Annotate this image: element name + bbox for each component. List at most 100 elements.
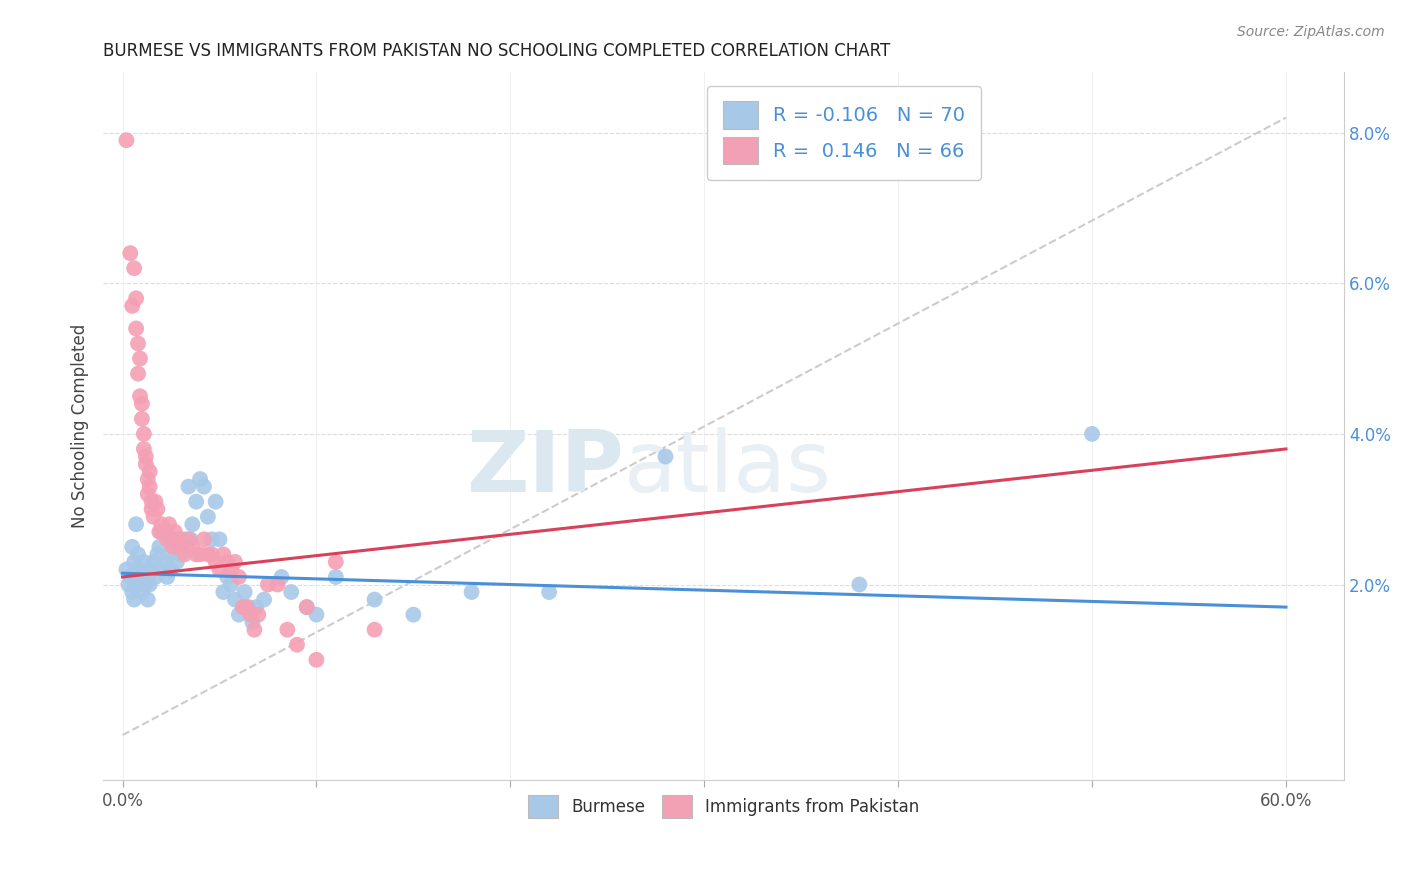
Point (132, 426, 155, 441)
Point (212, 548, 235, 562)
Point (131, 570, 153, 584)
Point (136, 570, 159, 584)
Point (276, 623, 298, 637)
Point (460, 585, 482, 599)
Point (224, 592, 246, 607)
Point (363, 592, 385, 607)
Point (305, 653, 328, 667)
Point (217, 555, 239, 569)
Point (117, 577, 139, 591)
Point (135, 577, 157, 591)
Point (163, 524, 186, 539)
Point (197, 548, 219, 562)
Point (162, 540, 184, 554)
Point (129, 351, 152, 366)
Point (122, 261, 145, 276)
Point (127, 548, 149, 562)
Point (141, 562, 163, 576)
Point (145, 570, 167, 584)
Point (156, 533, 179, 547)
Point (129, 562, 152, 576)
Point (153, 524, 176, 539)
Text: atlas: atlas (624, 427, 832, 510)
Text: BURMESE VS IMMIGRANTS FROM PAKISTAN NO SCHOOLING COMPLETED CORRELATION CHART: BURMESE VS IMMIGRANTS FROM PAKISTAN NO S… (103, 42, 890, 60)
Point (150, 524, 173, 539)
Point (204, 555, 226, 569)
Point (238, 600, 260, 615)
Point (157, 548, 180, 562)
Point (141, 494, 163, 508)
Point (146, 502, 169, 516)
Point (181, 517, 204, 532)
Point (138, 480, 160, 494)
Point (160, 533, 183, 547)
Point (131, 585, 153, 599)
Point (129, 389, 152, 403)
Point (150, 517, 173, 532)
Point (325, 555, 347, 569)
Point (160, 562, 183, 576)
Point (247, 607, 270, 622)
Point (219, 562, 242, 576)
Point (148, 524, 170, 539)
Point (135, 562, 157, 576)
Point (188, 548, 211, 562)
Point (157, 517, 180, 532)
Point (115, 562, 138, 576)
Point (239, 607, 262, 622)
Point (121, 299, 143, 313)
Point (217, 570, 239, 584)
Point (166, 555, 188, 569)
Point (363, 623, 385, 637)
Point (127, 367, 149, 381)
Point (156, 570, 179, 584)
Point (146, 548, 169, 562)
Point (148, 540, 170, 554)
Legend: Burmese, Immigrants from Pakistan: Burmese, Immigrants from Pakistan (522, 789, 927, 825)
Point (253, 592, 276, 607)
Point (138, 562, 160, 576)
Text: ZIP: ZIP (467, 427, 624, 510)
Point (129, 577, 152, 591)
Point (121, 540, 143, 554)
Point (127, 336, 149, 351)
Point (181, 540, 204, 554)
Point (145, 494, 167, 508)
Point (228, 570, 250, 584)
Point (201, 533, 224, 547)
Point (125, 517, 148, 532)
Point (212, 585, 235, 599)
Point (162, 540, 184, 554)
Point (235, 600, 257, 615)
Point (152, 562, 174, 576)
Point (848, 577, 870, 591)
Point (121, 585, 143, 599)
Point (285, 638, 308, 652)
Point (280, 585, 302, 599)
Point (135, 450, 157, 464)
Point (120, 570, 142, 584)
Point (122, 592, 145, 607)
Point (141, 502, 163, 516)
Point (186, 494, 208, 508)
Point (186, 548, 208, 562)
Point (232, 600, 254, 615)
Point (204, 494, 226, 508)
Point (173, 548, 195, 562)
Point (153, 555, 176, 569)
Point (243, 623, 266, 637)
Point (305, 607, 328, 622)
Text: Source: ZipAtlas.com: Source: ZipAtlas.com (1237, 25, 1385, 39)
Point (188, 472, 211, 486)
Point (125, 291, 148, 305)
Point (538, 585, 561, 599)
Y-axis label: No Schooling Completed: No Schooling Completed (72, 324, 89, 528)
Point (131, 397, 153, 411)
Point (1081, 426, 1104, 441)
Point (325, 570, 347, 584)
Point (135, 457, 157, 471)
Point (295, 600, 318, 615)
Point (167, 533, 190, 547)
Point (115, 133, 138, 147)
Point (402, 607, 425, 622)
